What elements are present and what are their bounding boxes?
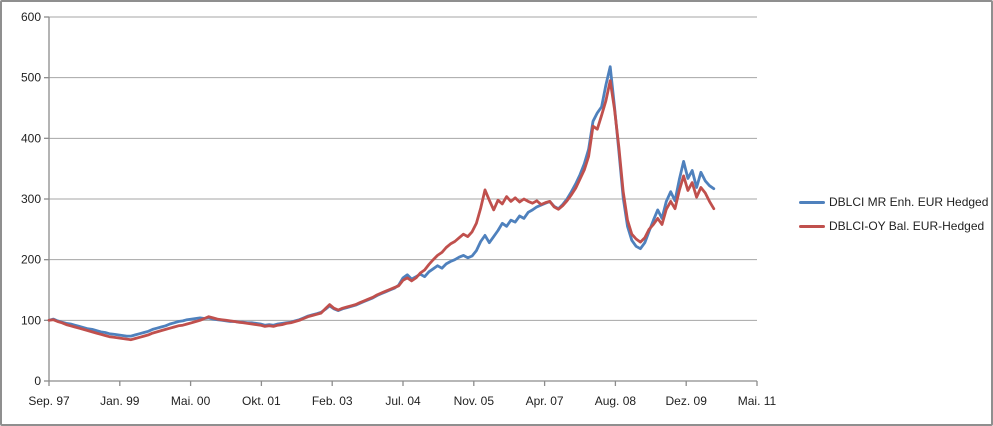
y-tick-label-500: 500 — [21, 71, 41, 85]
y-tick-label-200: 200 — [21, 253, 41, 267]
chart-legend: DBLCI MR Enh. EUR Hedged DBLCI-OY Bal. E… — [799, 194, 988, 234]
legend-item-dblci-oy-bal: DBLCI-OY Bal. EUR-Hedged — [799, 218, 988, 234]
legend-line-swatch-blue — [799, 200, 825, 204]
x-tick-label-1: Jan. 99 — [100, 394, 140, 408]
x-tick-label-2: Mai. 00 — [171, 394, 211, 408]
x-tick-label-5: Jul. 04 — [385, 394, 421, 408]
legend-item-dblci-mr-enh: DBLCI MR Enh. EUR Hedged — [799, 194, 988, 210]
x-tick-label-9: Dez. 09 — [666, 394, 708, 408]
x-tick-label-4: Feb. 03 — [312, 394, 353, 408]
series-line-dblci-oy-bal — [47, 79, 716, 342]
y-tick-label-300: 300 — [21, 192, 41, 206]
y-tick-label-0: 0 — [34, 374, 41, 388]
y-tick-label-600: 600 — [21, 10, 41, 24]
x-tick-label-0: Sep. 97 — [28, 394, 70, 408]
legend-line-swatch-red — [799, 224, 825, 228]
legend-label-dblci-mr-enh: DBLCI MR Enh. EUR Hedged — [829, 195, 989, 209]
x-tick-label-10: Mai. 11 — [738, 394, 777, 408]
x-tick-label-8: Aug. 08 — [595, 394, 637, 408]
x-tick-label-7: Apr. 07 — [526, 394, 564, 408]
x-tick-label-3: Okt. 01 — [242, 394, 281, 408]
legend-label-dblci-oy-bal: DBLCI-OY Bal. EUR-Hedged — [829, 219, 985, 233]
y-tick-label-400: 400 — [21, 131, 41, 145]
x-tick-label-6: Nov. 05 — [454, 394, 495, 408]
y-tick-label-100: 100 — [21, 313, 41, 327]
